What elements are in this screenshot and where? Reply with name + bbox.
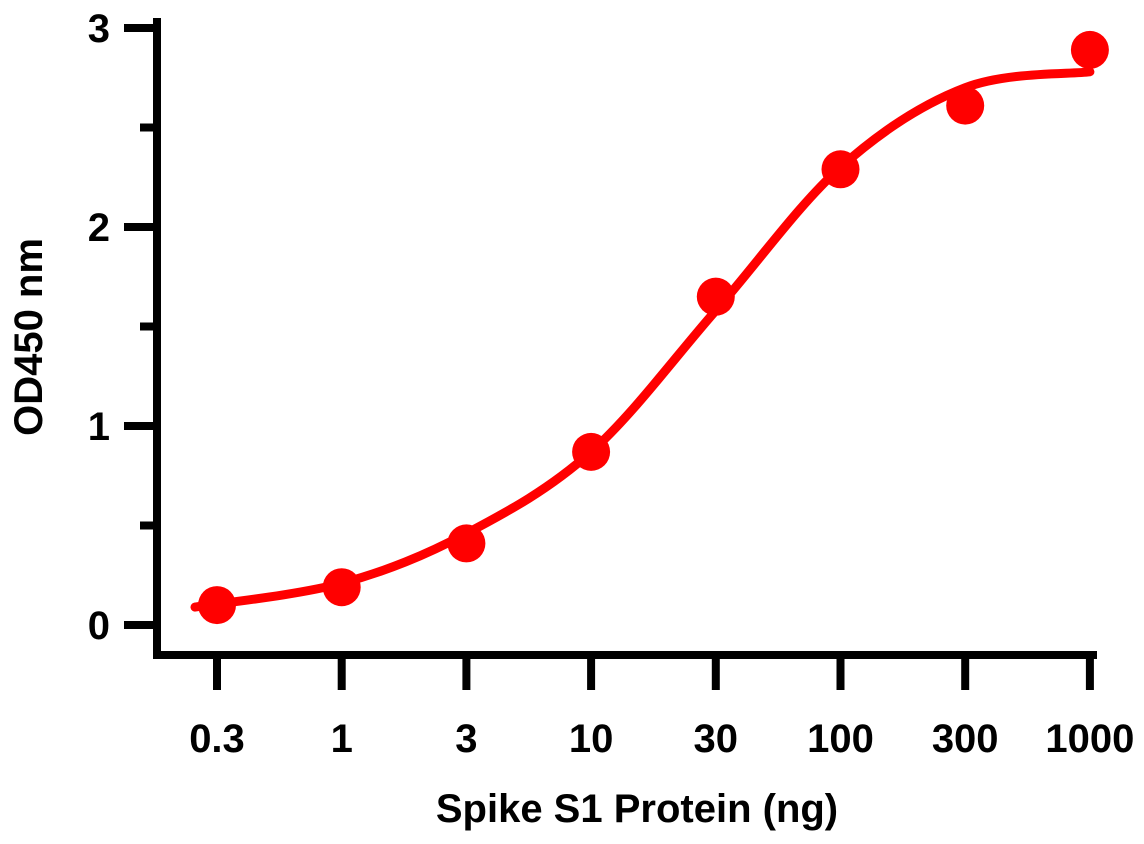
y-tick-label: 1: [88, 405, 110, 449]
data-point: [821, 150, 860, 189]
data-point: [1070, 30, 1109, 69]
data-point: [696, 277, 735, 316]
x-tick-label: 100: [807, 717, 874, 761]
x-tick-label: 0.3: [189, 717, 245, 761]
y-tick-label: 2: [88, 206, 110, 250]
x-tick-label: 300: [932, 717, 999, 761]
x-tick-label: 1: [331, 717, 353, 761]
plot-area: [190, 30, 1109, 625]
fit-curve: [190, 67, 1095, 612]
data-point: [572, 432, 611, 471]
data-point: [198, 586, 236, 625]
data-point: [322, 568, 361, 607]
data-point: [447, 524, 486, 563]
y-tick-label: 3: [88, 7, 110, 51]
x-tick-label: 3: [455, 717, 477, 761]
x-tick-label: 1000: [1045, 717, 1134, 761]
x-tick-label: 30: [694, 717, 739, 761]
x-axis-label: Spike S1 Protein (ng): [436, 787, 838, 831]
axes: 0 1 2 3 0.3 1 3 10 30 100 300 1000: [88, 7, 1135, 761]
y-tick-label: 0: [88, 604, 110, 648]
data-point: [946, 86, 985, 125]
y-axis-label: OD450 nm: [7, 238, 51, 436]
x-tick-label: 10: [569, 717, 614, 761]
